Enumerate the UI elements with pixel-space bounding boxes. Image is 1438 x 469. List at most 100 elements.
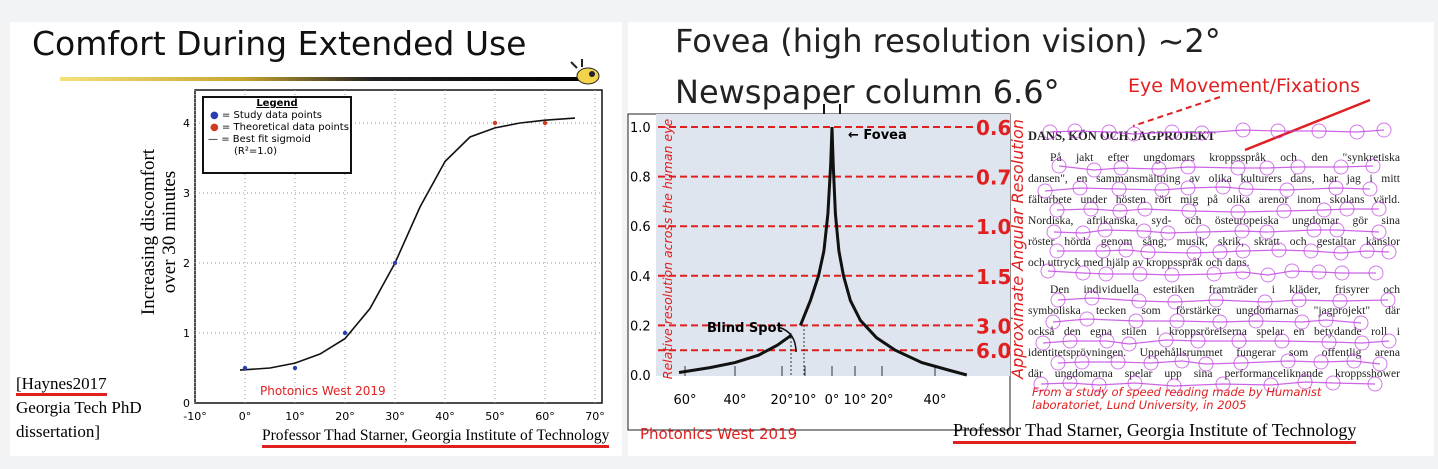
fixation-circle: [1206, 266, 1222, 282]
angular-resolution-label: 6.0: [976, 339, 1011, 363]
fixation-circle: [1238, 181, 1254, 197]
fixation-circle: [1380, 292, 1396, 308]
study-point-marker: ●: [210, 110, 219, 121]
fixation-circle: [1127, 375, 1143, 391]
y-tick-label: 0.4: [630, 270, 651, 285]
fixation-circle: [1067, 123, 1083, 139]
fixation-circle: [1113, 160, 1129, 176]
fixation-circle: [1075, 265, 1091, 281]
fixation-circle: [1128, 313, 1144, 329]
excerpt-line: också den egna stilen i kroppsrörelserna…: [1028, 325, 1400, 338]
theoretical-point-marker: ●: [210, 122, 219, 133]
fixation-circle: [1121, 336, 1137, 352]
fixation-circle: [1260, 267, 1276, 283]
fixation-circle: [1186, 245, 1202, 261]
fixation-circle: [1284, 263, 1300, 279]
conference-watermark: Photonics West 2019: [640, 425, 798, 443]
fixation-circle: [1365, 158, 1381, 174]
y-tick-label: 0.0: [630, 369, 651, 384]
legend-fit: = Best fit sigmoid: [221, 134, 311, 145]
eye-movement-label: Eye Movement/Fixations: [1128, 75, 1361, 97]
study-data-point: [242, 365, 248, 371]
fixation-circle: [1046, 224, 1062, 240]
fixation-circle: [1333, 159, 1349, 175]
fovea-annotation: ← Fovea: [848, 128, 907, 143]
fixation-circle: [1101, 124, 1117, 140]
fixation-circle: [1040, 263, 1056, 279]
excerpt-line: På jakt efter ungdomars kroppsspråk och …: [1050, 151, 1400, 164]
resolution-curve: [830, 126, 968, 377]
fixation-circle: [1154, 182, 1170, 198]
fixation-circle: [1230, 160, 1246, 176]
fixation-circle: [1334, 265, 1350, 281]
fixation-circle: [1194, 125, 1210, 141]
fixation-circle: [1353, 315, 1369, 331]
fixation-circle: [1198, 356, 1214, 372]
sigmoid-fit-line: [239, 117, 576, 371]
fixation-circle: [1074, 354, 1090, 370]
fixation-circle: [1050, 292, 1066, 308]
slide-comfort: Comfort During Extended Use Increasing d…: [10, 22, 622, 456]
fixation-circle: [1160, 225, 1176, 241]
legend-r2: (R²=1.0): [234, 146, 278, 157]
x-tick-label: 20°: [870, 393, 893, 408]
fixation-circle: [1332, 293, 1348, 309]
fixation-circle: [1354, 335, 1370, 351]
fixation-circle: [1381, 244, 1397, 260]
fixation-circle: [1271, 242, 1287, 258]
fixation-circle: [1131, 293, 1147, 309]
fixation-path: [1057, 249, 1390, 254]
fixation-circle: [1091, 377, 1107, 393]
angular-resolution-label: 1.0: [976, 215, 1011, 239]
study-data-point: [342, 330, 348, 336]
fixation-circle: [1180, 159, 1196, 175]
fixation-circle: [1329, 222, 1345, 238]
blind-spot-annotation: Blind Spot: [707, 321, 783, 336]
fixation-circle: [1276, 203, 1292, 219]
study-source: From a study of speed reading made by Hu…: [1032, 386, 1321, 412]
fixation-circle: [1051, 158, 1067, 174]
study-source-line1: From a study of speed reading made by Hu…: [1032, 385, 1322, 399]
fixation-circle: [1181, 203, 1197, 219]
slide-title-line2: Newspaper column 6.6°: [675, 73, 1060, 111]
x-tick-label: 20°: [335, 410, 355, 423]
fixation-circle: [1111, 181, 1127, 197]
fixation-circle: [1259, 224, 1275, 240]
y-tick-label: 1.0: [630, 121, 651, 136]
fixation-path: [1049, 129, 1385, 135]
resolution-curve: [678, 334, 793, 374]
fixation-circle: [1164, 124, 1180, 140]
title-underline-bar: [60, 59, 600, 85]
slide-title-line1: Fovea (high resolution vision) ~2°: [675, 22, 1221, 60]
x-tick-label: 0°: [239, 410, 252, 423]
y-tick-label: 1: [183, 327, 190, 340]
excerpt-line: Nordiska, afrikanska, syd- och östeurope…: [1028, 214, 1400, 227]
citation: [Haynes2017 Georgia Tech PhD dissertatio…: [16, 372, 142, 444]
fixation-circle: [1062, 333, 1078, 349]
fixation-circle: [1035, 335, 1051, 351]
excerpt-line: där ungdomarna spelar upp sina performan…: [1028, 367, 1400, 380]
fixation-circle: [1050, 355, 1066, 371]
fixation-circle: [1235, 264, 1251, 280]
angular-resolution-label: 1.5: [976, 265, 1011, 289]
legend-theoretical: = Theoretical data points: [221, 122, 349, 133]
fixation-circle: [1231, 333, 1247, 349]
y-tick-label: 0.8: [630, 171, 651, 186]
fixation-path: [1042, 339, 1390, 345]
fixation-circle: [1110, 354, 1126, 370]
y-tick-label: 0.6: [630, 220, 651, 235]
y-tick-label: 4: [183, 117, 190, 130]
fixation-circle: [1136, 223, 1152, 239]
fixation-circle: [1075, 225, 1091, 241]
fixation-circle: [1280, 353, 1296, 369]
fixation-circle: [1371, 224, 1387, 240]
legend-study: = Study data points: [221, 110, 322, 121]
excerpt-line: symboliska tecken som förstärker ungdoma…: [1028, 304, 1400, 317]
fixation-circle: [1257, 294, 1273, 310]
fixation-circle: [1033, 376, 1049, 392]
legend-heading: Legend: [256, 98, 298, 109]
fixation-circle: [1190, 333, 1206, 349]
fixation-circle: [1132, 266, 1148, 282]
fixation-circle: [1045, 314, 1061, 330]
fixation-circle: [1333, 245, 1349, 261]
